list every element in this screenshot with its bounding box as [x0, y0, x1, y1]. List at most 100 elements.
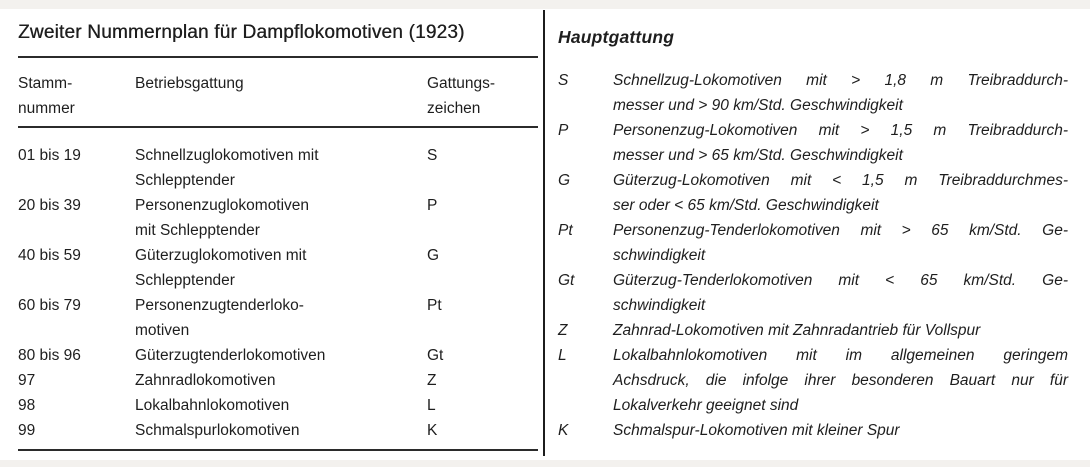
- legend-entry: L Lokalbahnlokomotiven mit im allgemeinen…: [558, 343, 1078, 418]
- horizontal-rule-bottom: [18, 449, 538, 451]
- legend-entry-code: P: [558, 122, 569, 139]
- stammnummer-cell: 40 bis 59: [18, 247, 81, 264]
- legend-entry-code: Gt: [558, 272, 575, 289]
- table-row: 97 Zahnradlokomotiven Z: [18, 368, 540, 393]
- scan-edge-top: [0, 0, 1090, 9]
- scan-edge-bottom: [0, 460, 1090, 467]
- stammnummer-cell: 01 bis 19: [18, 147, 81, 164]
- column-header-line: Betriebsgattung: [135, 75, 244, 92]
- legend-entry-code: Pt: [558, 222, 573, 239]
- gattungszeichen-cell: Pt: [427, 297, 442, 314]
- table-row: 80 bis 96 Güterzugtenderlokomotiven Gt: [18, 343, 540, 368]
- legend-entry-description: Güterzug-Lokomotiven mit < 1,5 m Treibra…: [613, 168, 1068, 218]
- legend-entry-line: Schnellzug-Lokomotiven mit > 1,8 m Treib…: [613, 72, 1068, 89]
- betriebsgattung-cell: Personenzuglokomotiven mit Schlepptender: [135, 193, 427, 243]
- legend-entry-line: schwindigkeit: [613, 247, 706, 264]
- betriebsgattung-line: Schlepptender: [135, 272, 235, 289]
- gattungszeichen-cell: S: [427, 147, 438, 164]
- gattungszeichen-cell: G: [427, 247, 440, 264]
- table-row: 40 bis 59 Güterzuglokomotiven mit Schleppt…: [18, 243, 540, 293]
- legend-entry: K Schmalspur-Lokomotiven mit kleiner Spur: [558, 418, 1078, 443]
- table-row: 98 Lokalbahnlokomotiven L: [18, 393, 540, 418]
- legend-entry: Pt Personenzug-Tenderlokomotiven mit > 65…: [558, 218, 1078, 268]
- legend-heading: Hauptgattung: [558, 27, 675, 47]
- legend-entry-line: Achsdruck, die infolge ihrer besonderen …: [613, 372, 1068, 389]
- numbering-plan-table-panel: Zweiter Nummernplan für Dampflokomotiven…: [18, 0, 540, 467]
- betriebsgattung-line: Schlepptender: [135, 172, 235, 189]
- gattungszeichen-cell: K: [427, 422, 438, 439]
- hauptgattung-legend-panel: Hauptgattung S Schnellzug-Lokomotiven mit…: [558, 0, 1078, 467]
- legend-entry: P Personenzug-Lokomotiven mit > 1,5 m Tre…: [558, 118, 1078, 168]
- betriebsgattung-line: Personenzugtenderloko-: [135, 297, 304, 314]
- stammnummer-cell: 20 bis 39: [18, 197, 81, 214]
- betriebsgattung-cell: Güterzuglokomotiven mit Schlepptender: [135, 243, 427, 293]
- legend-entry-line: messer und > 65 km/Std. Geschwindigkeit: [613, 147, 903, 164]
- legend-entry-line: ser oder < 65 km/Std. Geschwindigkeit: [613, 197, 879, 214]
- legend-entry-line: messer und > 90 km/Std. Geschwindigkeit: [613, 97, 903, 114]
- legend-entry: S Schnellzug-Lokomotiven mit > 1,8 m Trei…: [558, 68, 1078, 118]
- betriebsgattung-cell: Lokalbahnlokomotiven: [135, 393, 427, 418]
- legend-entry-line: Schmalspur-Lokomotiven mit kleiner Spur: [613, 422, 900, 439]
- stammnummer-cell: 98: [18, 397, 36, 414]
- betriebsgattung-line: Schmalspurlokomotiven: [135, 422, 300, 439]
- column-header-stammnummer: Stamm- nummer: [18, 71, 135, 121]
- stammnummer-cell: 80 bis 96: [18, 347, 81, 364]
- column-header-line: Stamm-: [18, 75, 73, 92]
- legend-entry-description: Zahnrad-Lokomotiven mit Zahnradantrieb f…: [613, 318, 1068, 343]
- vertical-divider: [543, 10, 545, 456]
- legend-entry-code: S: [558, 72, 569, 89]
- legend-entry-description: Güterzug-Tenderlokomotiven mit < 65 km/S…: [613, 268, 1068, 318]
- legend-entry-description: Schnellzug-Lokomotiven mit > 1,8 m Treib…: [613, 68, 1068, 118]
- legend-entry-line: Zahnrad-Lokomotiven mit Zahnradantrieb f…: [613, 322, 981, 339]
- legend-entry-description: Schmalspur-Lokomotiven mit kleiner Spur: [613, 418, 1068, 443]
- legend-entry-line: Personenzug-Tenderlokomotiven mit > 65 k…: [613, 222, 1068, 239]
- stammnummer-cell: 97: [18, 372, 36, 389]
- table-row: 60 bis 79 Personenzugtenderloko-motiven Pt: [18, 293, 540, 343]
- legend-entry-code: G: [558, 172, 571, 189]
- horizontal-rule-top: [18, 56, 538, 58]
- legend-entry-line: Lokalverkehr geeignet sind: [613, 397, 799, 414]
- betriebsgattung-line: Personenzuglokomotiven: [135, 197, 310, 214]
- legend-entry-description: Personenzug-Lokomotiven mit > 1,5 m Trei…: [613, 118, 1068, 168]
- betriebsgattung-line: motiven: [135, 322, 190, 339]
- gattungszeichen-cell: L: [427, 397, 436, 414]
- legend-entry-code: L: [558, 347, 567, 364]
- column-header-line: nummer: [18, 100, 75, 117]
- legend-entry-list: S Schnellzug-Lokomotiven mit > 1,8 m Trei…: [558, 68, 1078, 443]
- gattungszeichen-cell: Gt: [427, 347, 444, 364]
- betriebsgattung-line: Güterzugtenderlokomotiven: [135, 347, 326, 364]
- betriebsgattung-cell: Schnellzuglokomotiven mit Schlepptender: [135, 143, 427, 193]
- legend-entry: Gt Güterzug-Tenderlokomotiven mit < 65 km…: [558, 268, 1078, 318]
- legend-entry-line: Güterzug-Lokomotiven mit < 1,5 m Treibra…: [613, 172, 1068, 189]
- table-title: Zweiter Nummernplan für Dampflokomotiven…: [18, 22, 465, 43]
- betriebsgattung-line: Zahnradlokomotiven: [135, 372, 276, 389]
- stammnummer-cell: 99: [18, 422, 36, 439]
- legend-entry-line: schwindigkeit: [613, 297, 706, 314]
- gattungszeichen-cell: Z: [427, 372, 437, 389]
- table-row: 01 bis 19 Schnellzuglokomotiven mit Schlep…: [18, 143, 540, 193]
- legend-entry: Z Zahnrad-Lokomotiven mit Zahnradantrieb …: [558, 318, 1078, 343]
- table-row: 20 bis 39 Personenzuglokomotiven mit Schle…: [18, 193, 540, 243]
- betriebsgattung-line: Güterzuglokomotiven mit: [135, 247, 307, 264]
- betriebsgattung-cell: Güterzugtenderlokomotiven: [135, 343, 427, 368]
- column-header-gattungszeichen: Gattungs- zeichen: [427, 71, 540, 121]
- legend-entry-code: K: [558, 422, 569, 439]
- column-header-betriebsgattung: Betriebsgattung: [135, 71, 427, 121]
- gattungszeichen-cell: P: [427, 197, 438, 214]
- legend-entry-line: Güterzug-Tenderlokomotiven mit < 65 km/S…: [613, 272, 1068, 289]
- table-header-row: Stamm- nummer Betriebsgattung Gattungs- …: [18, 71, 540, 121]
- betriebsgattung-cell: Schmalspurlokomotiven: [135, 418, 427, 443]
- legend-entry: G Güterzug-Lokomotiven mit < 1,5 m Treibr…: [558, 168, 1078, 218]
- legend-entry-description: Personenzug-Tenderlokomotiven mit > 65 k…: [613, 218, 1068, 268]
- betriebsgattung-line: mit Schlepptender: [135, 222, 260, 239]
- betriebsgattung-line: Schnellzuglokomotiven mit: [135, 147, 319, 164]
- column-header-line: Gattungs-: [427, 75, 496, 92]
- stammnummer-cell: 60 bis 79: [18, 297, 81, 314]
- horizontal-rule-under-header: [18, 126, 538, 128]
- legend-entry-description: Lokalbahnlokomotiven mit im allgemeinen …: [613, 343, 1068, 418]
- betriebsgattung-cell: Personenzugtenderloko-motiven: [135, 293, 427, 343]
- column-header-line: zeichen: [427, 100, 481, 117]
- betriebsgattung-cell: Zahnradlokomotiven: [135, 368, 427, 393]
- table-row: 99 Schmalspurlokomotiven K: [18, 418, 540, 443]
- legend-entry-code: Z: [558, 322, 568, 339]
